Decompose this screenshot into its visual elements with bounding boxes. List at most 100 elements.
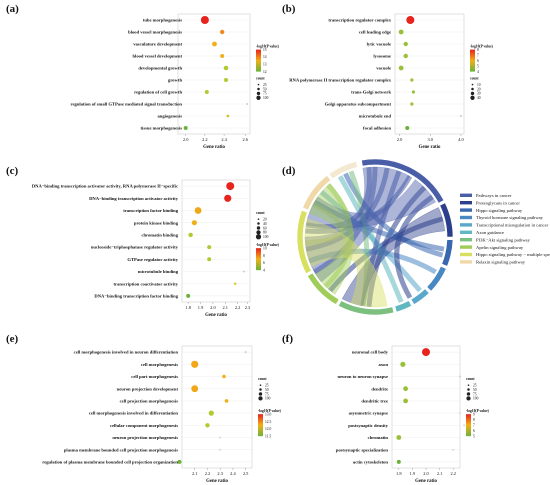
legend-tick: 12 [263, 70, 267, 74]
data-point [208, 410, 214, 416]
data-point [242, 270, 245, 273]
legend-tick: 5 [473, 434, 475, 438]
legend-tick: 13 [263, 63, 267, 67]
data-point [406, 16, 415, 24]
chord-legend-swatch [460, 201, 472, 205]
chord-ring-segment [410, 288, 430, 305]
color-gradient-bar [256, 248, 261, 271]
legend-tick: 12.0 [265, 427, 271, 431]
legend-tick: 14 [263, 55, 267, 59]
x-tick-label: 2.1 [437, 471, 443, 476]
chord-legend-swatch [460, 252, 472, 257]
chord-legend-label: Transcriptional misregulation in cancer [476, 223, 549, 228]
data-point [403, 53, 408, 59]
category-label: cell part morphogenesis [131, 374, 178, 379]
legend-tick: 40 [263, 222, 267, 226]
category-label: lytic vacuole [367, 42, 391, 47]
legend-tick: 50 [265, 388, 269, 392]
chord-legend-swatch [460, 230, 472, 234]
panel-d-chord-diagram: (d) Pathways in cancer Proteoglycans in ca… [282, 158, 550, 316]
data-point [191, 360, 199, 368]
chord-ring-segment [394, 300, 413, 313]
category-label: axon [379, 362, 389, 367]
legend-title: -log10(P value) [470, 45, 494, 49]
x-tick-label: 1.8 [396, 471, 402, 476]
x-axis-label: Gene ratio [415, 479, 437, 484]
x-tick-label: 2.2 [450, 471, 456, 476]
panel-label: (a) [6, 3, 19, 15]
x-tick-label: 3.0 [428, 137, 434, 142]
category-label: cell morphogenesis involved in neuron di… [74, 350, 179, 355]
legend-tick: 4 [477, 70, 479, 74]
size-legend-dot [259, 384, 262, 386]
legend-tick: 75 [265, 392, 269, 396]
data-point [177, 459, 182, 464]
category-label: dendrite [371, 386, 388, 391]
legend-title: count [256, 77, 265, 81]
data-point [205, 423, 210, 428]
size-legend-dot [256, 91, 261, 96]
legend-tick: 6 [477, 59, 479, 63]
category-label: tube morphogenesis [143, 18, 182, 23]
x-tick-label: 2.1 [223, 305, 229, 310]
category-label: postsynaptic density [348, 423, 388, 428]
category-label: blood vessel morphogenesis [128, 30, 182, 35]
data-point [191, 220, 197, 226]
legend-tick: 13.0 [265, 412, 271, 416]
category-label: DNA−binding transcription activator acti… [32, 184, 178, 189]
legend-tick: 10 [263, 246, 267, 250]
category-label: blood vessel development [132, 54, 182, 59]
legend-tick: 6 [473, 429, 475, 433]
category-label: chromatin binding [141, 233, 178, 238]
data-point [411, 90, 415, 94]
legend-tick: 8 [473, 418, 475, 422]
chord-link [305, 201, 345, 246]
size-legend-dot [257, 222, 260, 225]
data-point [226, 182, 235, 191]
data-point [219, 29, 225, 35]
chord-legend-label: Pathways in cancer [476, 193, 512, 198]
category-label: developmental growth [138, 66, 182, 71]
legend-tick: 15 [263, 48, 267, 52]
chord-link [313, 199, 445, 252]
data-point [224, 399, 229, 403]
chord-legend-label: Hippo signaling pathway − multiple speci… [476, 252, 550, 257]
data-point [226, 114, 230, 118]
legend-tick: 25 [265, 383, 269, 387]
data-point [452, 448, 455, 451]
legend-title: count [256, 211, 265, 215]
data-point [219, 448, 222, 451]
category-label: Golgi apparatus subcompartment [325, 102, 392, 107]
size-legend-dot [257, 87, 260, 91]
x-tick-label: 1.9 [198, 305, 204, 310]
category-label: RNA polymerase II transcription regulato… [289, 78, 391, 83]
legend-title: count [258, 377, 267, 381]
chord-link [337, 175, 404, 303]
size-legend-dot [257, 218, 260, 220]
legend-tick: 8 [477, 48, 479, 52]
data-point [194, 207, 202, 214]
x-tick-label: 2.3 [217, 471, 223, 476]
legend-title: -log10(P value) [256, 243, 280, 247]
color-gradient-bar [256, 49, 261, 72]
x-tick-label: 2.2 [202, 137, 208, 142]
size-legend-dot [256, 95, 261, 100]
category-label: neuron projection development [117, 386, 179, 391]
x-tick-label: 2.3 [245, 305, 251, 310]
category-label: GTPase regulator activity [127, 257, 178, 262]
chord-legend-swatch [460, 260, 472, 264]
data-point [224, 78, 228, 82]
chord-ring-segment [307, 272, 340, 305]
data-point [396, 435, 402, 440]
chord-ring-segment [302, 175, 332, 211]
category-label: microtubule end [359, 114, 392, 119]
category-label: lysosome [373, 54, 391, 59]
x-tick-label: 2.2 [235, 305, 241, 310]
legend-tick: 12.5 [265, 420, 271, 424]
data-point [207, 245, 212, 250]
legend-tick: 4 [263, 268, 265, 272]
category-label: asymmetric synapse [349, 411, 388, 416]
size-legend-dot [471, 83, 474, 86]
legend-tick: 100 [265, 397, 271, 401]
